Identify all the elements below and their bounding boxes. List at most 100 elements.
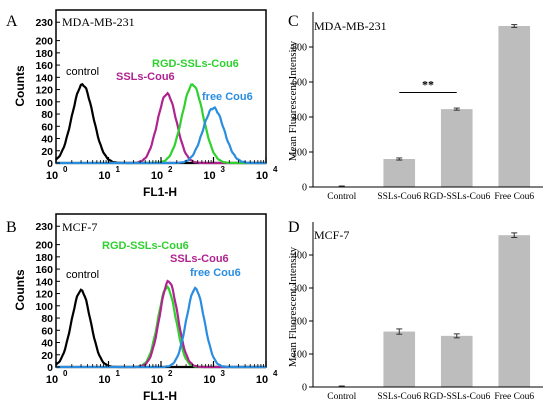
y-tick-label: 180: [35, 252, 53, 264]
y-tick-label: 600: [292, 78, 307, 89]
y-tick-label: 230: [35, 221, 53, 233]
x-tick-label: 10: [203, 170, 215, 182]
x-tick-label: 10: [256, 170, 268, 182]
x-tick-label: 10: [46, 374, 58, 386]
x-tick-label: 10: [98, 374, 110, 386]
panel-a-xlabel: FL1-H: [143, 185, 177, 199]
y-tick-label: 80: [41, 313, 53, 325]
panel-a-legend-rgd: RGD-SSLs-Cou6: [152, 58, 239, 70]
panel-b-plot-frame: [55, 213, 267, 368]
y-tick-label: 400: [292, 113, 307, 124]
x-tick-label: RGD-SSLs-Cou6: [423, 192, 490, 202]
panel-b-curve-1: [56, 284, 266, 369]
panel-b-title: MCF-7: [62, 220, 97, 234]
y-tick-label: 20: [41, 146, 53, 158]
y-tick-label: 180: [35, 48, 53, 60]
panel-a: MDA-MB-231 Counts FL1-H 0204060801001201…: [13, 9, 278, 199]
panel-b-legend-free: free Cou6: [190, 267, 241, 279]
x-tick-label: Control: [327, 392, 356, 402]
panel-d: MCF-7 Mean Fluorescent Intensity 0 100 200…: [287, 222, 543, 402]
y-tick-label: 230: [35, 17, 53, 29]
bar-ssls-cou6: [383, 159, 416, 187]
bar-ssls-cou6: [383, 331, 416, 387]
y-tick-label: 200: [292, 317, 307, 328]
panel-letter-d: D: [288, 219, 300, 236]
y-tick-label: 200: [35, 240, 53, 252]
y-tick-label: 200: [35, 36, 53, 48]
y-tick-label: 0: [47, 362, 53, 374]
y-tick-label: 120: [35, 85, 53, 97]
panel-a-axis-ticks: 0204060801001201401601802002301001011021…: [35, 17, 278, 182]
y-tick-label: 100: [292, 350, 307, 361]
panel-b-legend-control: control: [66, 269, 99, 281]
x-tick-exponent: 4: [273, 369, 278, 378]
y-tick-label: 140: [35, 276, 53, 288]
panel-b: MCF-7 Counts FL1-H 020406080100120140160…: [13, 213, 278, 403]
panel-c-ylabel: Mean Fluorescent Intensity: [287, 40, 299, 161]
panel-c-title: MDA-MB-231: [314, 19, 387, 33]
panel-b-axis-ticks: 0204060801001201401601802002301001011021…: [35, 221, 278, 386]
x-tick-label: RGD-SSLs-Cou6: [423, 392, 490, 402]
y-tick-label: 120: [35, 289, 53, 301]
y-tick-label: 140: [35, 72, 53, 84]
panel-d-ylabel: Mean Fluorescent Intensity: [287, 246, 299, 367]
panel-letter-b: B: [6, 219, 17, 236]
y-tick-label: 80: [41, 109, 53, 121]
x-tick-exponent: 3: [221, 369, 226, 378]
x-tick-label: SSLs-Cou6: [377, 392, 421, 402]
panel-d-bars: [338, 232, 531, 387]
panel-a-plot-frame: [55, 9, 267, 164]
panel-b-curves: [55, 279, 266, 369]
panel-a-legend-ssls: SSLs-Cou6: [116, 71, 175, 83]
y-tick-label: 100: [35, 301, 53, 313]
panel-a-ylabel: Counts: [13, 65, 27, 107]
panel-d-axis: 0 100 200 300 400 Control SSLs-Cou6 RGD-SSLs-Co…: [292, 222, 543, 402]
y-tick-label: 0: [47, 158, 53, 170]
y-tick-label: 60: [41, 121, 53, 133]
panel-a-curve-1: [56, 91, 266, 165]
bar-free cou6: [498, 235, 531, 387]
x-tick-label: Free Cou6: [494, 392, 534, 402]
panel-a-title: MDA-MB-231: [62, 15, 135, 29]
y-tick-label: 100: [35, 97, 53, 109]
x-tick-exponent: 0: [63, 165, 68, 174]
x-tick-label: 10: [151, 374, 163, 386]
panel-letter-c: C: [288, 13, 299, 30]
panel-b-curve-2: [56, 279, 266, 369]
x-tick-label: Control: [327, 192, 356, 202]
x-tick-label: 10: [98, 170, 110, 182]
x-tick-exponent: 2: [168, 369, 173, 378]
y-tick-label: 800: [292, 43, 307, 54]
panel-a-curve-3: [56, 106, 266, 165]
x-tick-exponent: 0: [63, 369, 68, 378]
panel-a-legend-free: free Cou6: [202, 91, 253, 103]
x-tick-label: 10: [151, 170, 163, 182]
x-tick-exponent: 2: [168, 165, 173, 174]
panel-d-title: MCF-7: [314, 228, 349, 242]
y-tick-label: 300: [292, 284, 307, 295]
panel-c-axis: 0 200 400 600 800 Control SSLs-Cou6 RGD-SSLs-Co…: [292, 12, 543, 202]
y-tick-label: 60: [41, 325, 53, 337]
y-tick-label: 40: [41, 338, 53, 350]
significance-label: **: [422, 78, 434, 92]
y-tick-label: 40: [41, 134, 53, 146]
y-tick-label: 20: [41, 350, 53, 362]
x-tick-exponent: 4: [273, 165, 278, 174]
bar-rgd-ssls-cou6: [440, 109, 473, 187]
x-tick-label: SSLs-Cou6: [377, 192, 421, 202]
x-tick-label: 10: [46, 170, 58, 182]
panel-b-legend-rgd: RGD-SSLs-Cou6: [102, 240, 189, 252]
panel-a-legend-control: control: [66, 66, 99, 78]
x-tick-exponent: 1: [116, 369, 121, 378]
y-tick-label: 160: [35, 60, 53, 72]
y-tick-label: 0: [302, 183, 307, 194]
panel-b-xlabel: FL1-H: [143, 389, 177, 403]
y-tick-label: 400: [292, 251, 307, 262]
x-tick-label: Free Cou6: [494, 192, 534, 202]
y-tick-label: 0: [302, 383, 307, 394]
panel-b-legend-ssls: SSLs-Cou6: [170, 253, 229, 265]
x-tick-label: 10: [203, 374, 215, 386]
panel-b-ylabel: Counts: [13, 269, 27, 311]
bar-free cou6: [498, 26, 531, 187]
